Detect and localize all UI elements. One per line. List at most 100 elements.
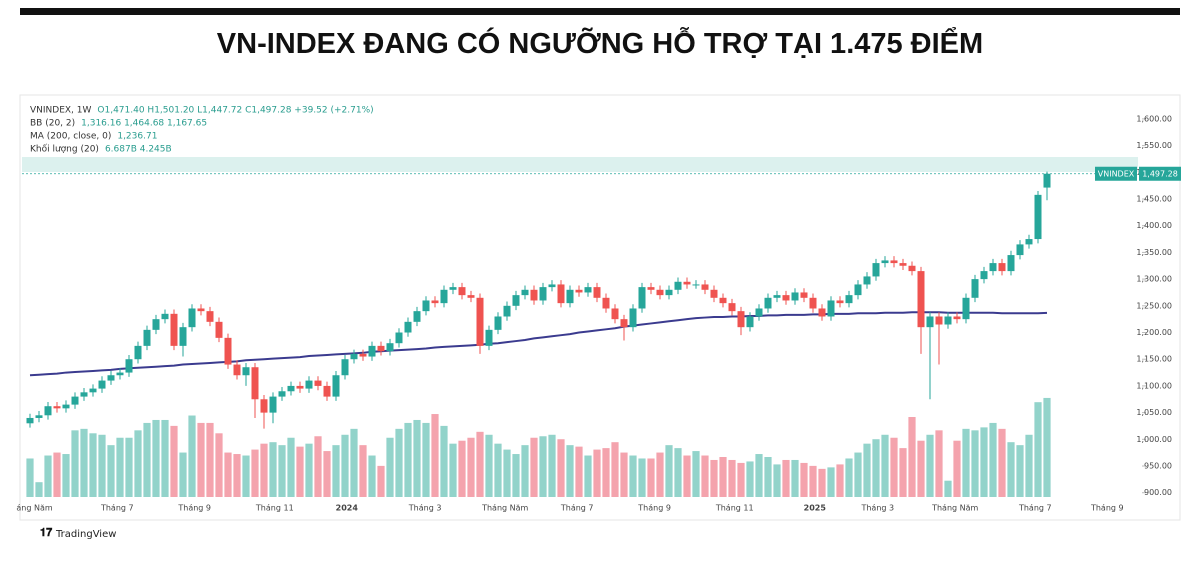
candle-body — [962, 297, 970, 320]
candle-body — [431, 300, 439, 304]
candle-body — [260, 399, 268, 413]
candle-body — [863, 276, 871, 285]
candle-body — [116, 372, 124, 376]
candle-body — [125, 359, 133, 373]
legend-values: 1,316.16 1,464.68 1,167.65 — [81, 119, 207, 129]
x-tick-label: Tháng 9 — [1090, 504, 1124, 513]
x-tick-label: Tháng Năm — [481, 504, 528, 513]
volume-bar — [1034, 402, 1042, 497]
volume-bar — [503, 449, 511, 497]
ma-line — [29, 311, 1048, 377]
candle-body — [629, 308, 637, 328]
volume-bar — [44, 455, 52, 497]
volume-bar — [890, 437, 898, 497]
candle-body — [755, 308, 763, 317]
candle-body — [377, 345, 385, 352]
candle-body — [872, 263, 880, 277]
x-tick-label: Tháng 7 — [560, 504, 594, 513]
candle-body — [818, 308, 826, 317]
y-tick-label: 1,600.00 — [1136, 114, 1172, 123]
volume-bar — [134, 430, 142, 497]
volume-bar — [755, 454, 763, 497]
volume-bar — [224, 452, 232, 497]
y-tick-label: 1,100.00 — [1136, 381, 1172, 390]
candle-body — [989, 263, 997, 272]
brand-logo: 𝟏𝟕 — [40, 526, 53, 539]
candle-body — [584, 287, 592, 293]
volume-bar — [692, 451, 700, 497]
volume-bar — [314, 436, 322, 497]
candle-body — [809, 297, 817, 309]
volume-bar — [728, 459, 736, 497]
volume-bar — [944, 480, 952, 497]
volume-bar — [89, 433, 97, 497]
candle-body — [980, 271, 988, 280]
legend-values: 1,236.71 — [117, 132, 157, 142]
candle-body — [80, 392, 88, 397]
volume-bar — [80, 428, 88, 497]
candle-body — [647, 287, 655, 290]
volume-bar — [881, 434, 889, 497]
candle-body — [485, 329, 493, 346]
candle-body — [1016, 244, 1024, 256]
candle-body — [449, 287, 457, 290]
candle-body — [242, 367, 250, 376]
legend-values: 6.687B 4.245B — [105, 145, 172, 155]
volume-bar — [485, 434, 493, 497]
candle-body — [566, 289, 574, 304]
volume-bar — [710, 459, 718, 497]
candle-body — [179, 327, 187, 346]
volume-bar — [188, 415, 196, 497]
candle-body — [539, 287, 547, 301]
candle-body — [197, 308, 205, 312]
volume-bar — [791, 459, 799, 497]
candle-body — [350, 353, 358, 360]
volume-bar — [584, 455, 592, 497]
volume-bar — [629, 455, 637, 497]
volume-bar — [323, 451, 331, 497]
volume-bar — [1007, 442, 1015, 497]
volume-bar — [809, 465, 817, 497]
candle-body — [512, 295, 520, 306]
volume-bar — [827, 467, 835, 497]
candle-body — [782, 295, 790, 301]
price-tag-value: 1,497.28 — [1142, 169, 1178, 178]
band-highlight — [22, 157, 1138, 172]
volume-bar — [737, 462, 745, 497]
volume-bar — [800, 462, 808, 497]
legend-label: BB (20, 2) — [30, 119, 75, 129]
y-tick-label: 1,250.00 — [1136, 301, 1172, 310]
candle-body — [71, 396, 79, 405]
volume-bar — [422, 422, 430, 497]
legend-label: VNINDEX, 1W — [30, 106, 92, 116]
volume-bar — [836, 464, 844, 497]
volume-bar — [458, 440, 466, 497]
volume-bar — [197, 422, 205, 497]
x-tick-label: Tháng 9 — [637, 504, 671, 513]
volume-bar — [602, 448, 610, 497]
volume-bar — [179, 452, 187, 497]
volume-bar — [557, 439, 565, 497]
volume-bar — [377, 465, 385, 497]
x-tick-label: Tháng Năm — [931, 504, 978, 513]
candle-body — [467, 295, 475, 298]
candle-body — [107, 375, 115, 381]
volume-bar — [251, 449, 259, 497]
volume-bar — [647, 458, 655, 497]
volume-bar — [998, 428, 1006, 497]
volume-bar — [242, 455, 250, 497]
volume-bar — [953, 440, 961, 497]
candle-body — [62, 404, 70, 409]
x-tick-label: Tháng 7 — [100, 504, 134, 513]
volume-bar — [143, 422, 151, 497]
volume-bar — [548, 434, 556, 497]
candle-body — [665, 289, 673, 296]
volume-bar — [71, 430, 79, 497]
volume-bar — [989, 422, 997, 497]
volume-bar — [206, 422, 214, 497]
top-bar — [20, 8, 1180, 15]
volume-bar — [512, 454, 520, 497]
candle-body — [413, 311, 421, 322]
volume-bar — [233, 454, 241, 497]
